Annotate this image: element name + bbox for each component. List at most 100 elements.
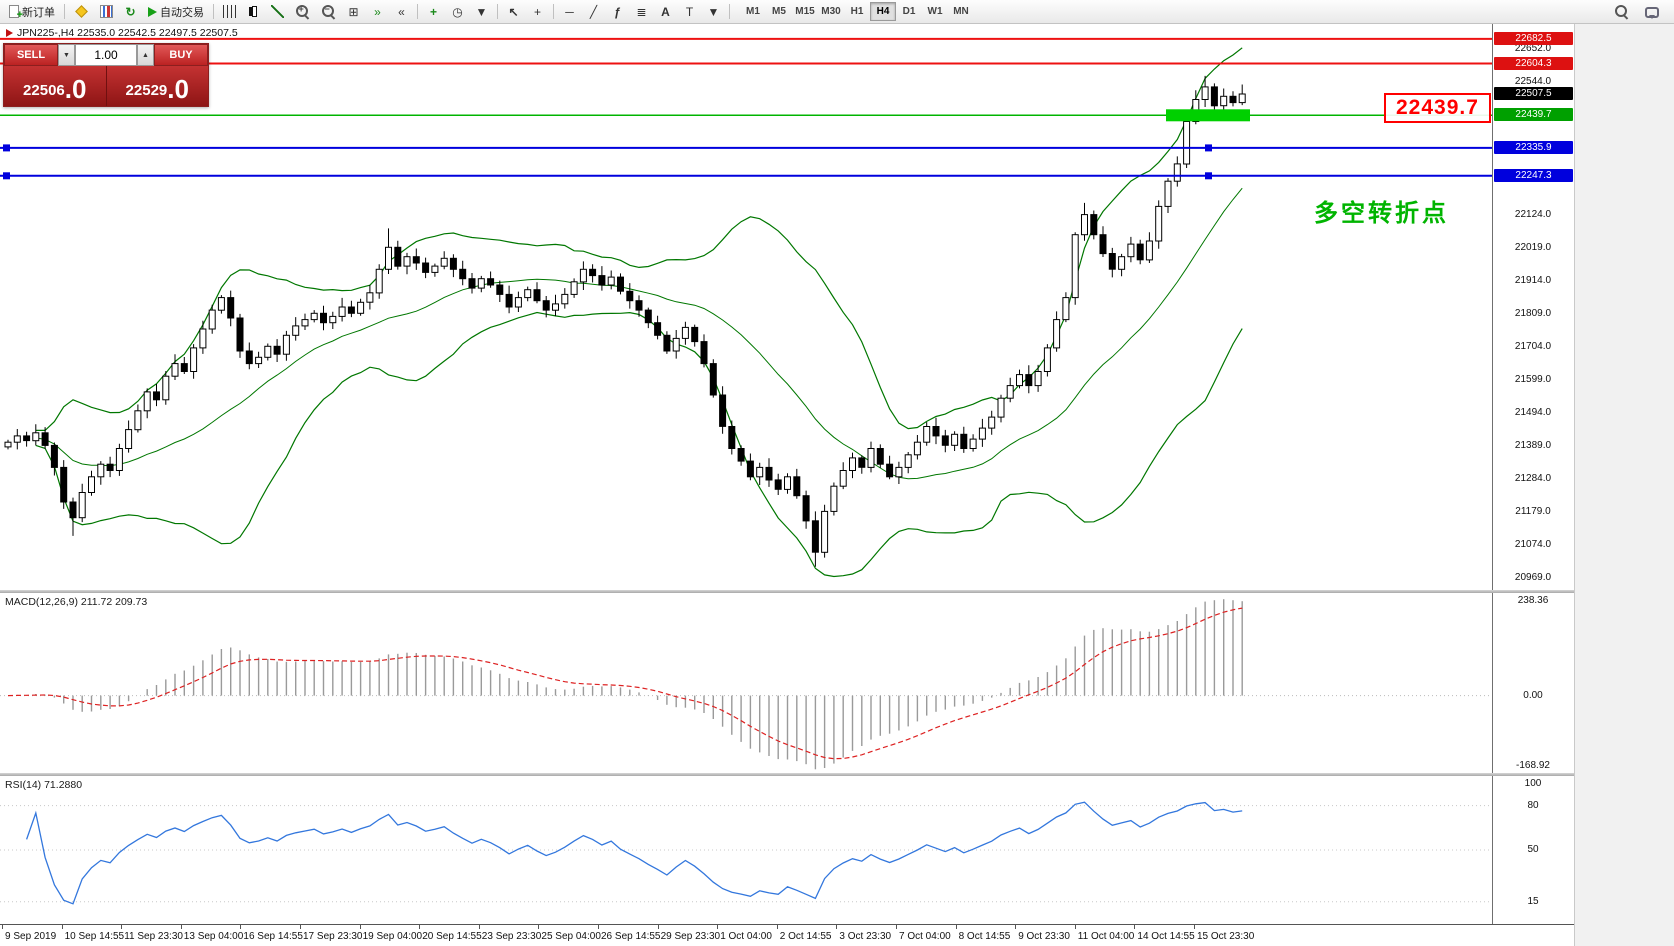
price-callout-label[interactable]: 22439.7	[1384, 93, 1491, 123]
buy-price[interactable]: 22529.0	[125, 74, 189, 104]
shapes-dropdown-button[interactable]: ▼	[702, 2, 725, 22]
chat-icon	[1645, 6, 1659, 19]
add-indicator-icon: +	[429, 4, 437, 19]
macd-panel-canvas[interactable]	[0, 593, 1492, 773]
zoom-out-button[interactable]: −	[316, 2, 341, 22]
levels-icon: ≣	[636, 4, 647, 19]
timeframe-m5-button[interactable]: M5	[766, 2, 792, 21]
tile-windows-button[interactable]: ⊞	[342, 2, 365, 22]
time-axis-label: 20 Sep 14:55	[422, 931, 482, 942]
time-axis-label: 14 Oct 14:55	[1137, 931, 1195, 942]
timeframe-mn-button[interactable]: MN	[948, 2, 974, 21]
toolbar-separator	[213, 4, 214, 19]
macd-axis-tick: -168.92	[1516, 760, 1550, 772]
cursor-button[interactable]: ↖	[502, 2, 525, 22]
metaeditor-button[interactable]	[69, 2, 94, 22]
candlestick-chart-button[interactable]	[242, 2, 265, 22]
time-tick	[1194, 925, 1195, 929]
time-axis-label: 3 Oct 23:30	[839, 931, 892, 942]
time-tick	[121, 925, 123, 929]
time-tick	[1134, 925, 1136, 929]
price-level-box: 22335.9	[1494, 140, 1573, 154]
timeframe-m15-button[interactable]: M15	[792, 2, 818, 21]
time-tick	[598, 925, 599, 929]
buy-button[interactable]: BUY	[154, 44, 208, 66]
panel-splitter[interactable]	[0, 773, 1574, 776]
timeframe-m1-button[interactable]: M1	[740, 2, 766, 21]
lot-size-input[interactable]	[75, 44, 137, 66]
price-tick: 21389.0	[1514, 439, 1552, 451]
time-tick	[836, 925, 838, 929]
rsi-axis-tick: 50	[1527, 844, 1539, 855]
timeframe-d1-button[interactable]: D1	[896, 2, 922, 21]
time-axis-label: 7 Oct 04:00	[899, 931, 951, 942]
chart-shift-button[interactable]: «	[390, 2, 413, 22]
time-tick	[1074, 925, 1076, 929]
zoom-in-icon: +	[295, 4, 310, 19]
horizontal-line-icon: ─	[565, 4, 574, 19]
symbol-icon	[6, 29, 13, 37]
ohlc-chart-button[interactable]	[218, 2, 241, 22]
time-axis-label: 8 Oct 14:55	[958, 931, 1011, 942]
price-tick: 21494.0	[1514, 406, 1552, 418]
time-tick	[776, 925, 778, 929]
lot-increase-button[interactable]: ▲	[137, 44, 154, 66]
time-axis-label: 9 Oct 23:30	[1018, 931, 1070, 942]
price-tick: 21704.0	[1514, 340, 1552, 352]
macd-axis-tick: 238.36	[1517, 595, 1549, 606]
horizontal-line-button[interactable]: ─	[558, 2, 581, 22]
new-order-button[interactable]: 新订单	[4, 2, 60, 22]
autoscroll-button[interactable]: »	[366, 2, 389, 22]
profiles-button[interactable]	[95, 2, 118, 22]
price-tick: 21914.0	[1514, 274, 1552, 286]
refresh-button[interactable]: ↻	[119, 2, 142, 22]
text-button[interactable]: A	[654, 2, 677, 22]
lot-decrease-button[interactable]: ▼	[58, 44, 75, 66]
autotrading-button[interactable]: 自动交易	[143, 2, 209, 22]
timeframe-h1-button[interactable]: H1	[844, 2, 870, 21]
clock-icon: ◷	[452, 4, 463, 19]
line-chart-button[interactable]	[266, 2, 289, 22]
macd-indicator-label: MACD(12,26,9) 211.72 209.73	[5, 596, 148, 608]
price-tick: 22544.0	[1514, 76, 1552, 88]
price-axis[interactable]: 22652.0 22544.0 22124.0 22019.0 21914.0 21809…	[1492, 24, 1574, 946]
chart-note-text[interactable]: 多空转折点	[1314, 200, 1449, 227]
trendline-button[interactable]: ╱	[582, 2, 605, 22]
time-tick	[1015, 925, 1017, 929]
toolbar-separator	[729, 4, 730, 19]
main-chart-canvas[interactable]	[0, 24, 1492, 590]
fibonacci-icon: ƒ	[614, 4, 621, 19]
time-axis-label: 11 Sep 23:30	[124, 931, 183, 942]
timeframe-h4-button[interactable]: H4	[870, 2, 896, 21]
sell-price[interactable]: 22506.0	[4, 66, 107, 106]
timeframe-w1-button[interactable]: W1	[922, 2, 948, 21]
time-axis[interactable]: 9 Sep 2019 10 Sep 14:55 11 Sep 23:30 13 Sep…	[0, 924, 1574, 946]
community-button[interactable]	[1640, 2, 1664, 22]
time-tick	[419, 925, 421, 929]
chart-shift-icon: «	[398, 4, 405, 19]
templates-button[interactable]: ▼	[470, 2, 493, 22]
window-gutter	[1574, 24, 1674, 946]
sell-button[interactable]: SELL	[4, 44, 58, 66]
zoom-in-button[interactable]: +	[290, 2, 315, 22]
levels-button[interactable]: ≣	[630, 2, 653, 22]
time-axis-label: 23 Sep 23:30	[481, 931, 542, 942]
new-order-label: 新订单	[22, 6, 55, 19]
crosshair-button[interactable]: +	[526, 2, 549, 22]
panel-splitter[interactable]	[0, 590, 1574, 593]
one-click-trading-panel: SELL ▼ ▲ BUY 22506.0 22529.0	[3, 43, 209, 107]
toolbar-separator	[497, 4, 498, 19]
price-tick: 22124.0	[1514, 208, 1552, 220]
search-button[interactable]	[1609, 2, 1634, 22]
price-tick: 21074.0	[1514, 538, 1552, 550]
text-label-button[interactable]: T	[678, 2, 701, 22]
indicators-button[interactable]: +	[422, 2, 445, 22]
periods-button[interactable]: ◷	[446, 2, 469, 22]
price-tick: 22652.0	[1514, 42, 1552, 54]
fibonacci-button[interactable]: ƒ	[606, 2, 629, 22]
timeframe-m30-button[interactable]: M30	[818, 2, 844, 21]
time-tick	[2, 925, 3, 929]
time-tick	[300, 925, 301, 929]
rsi-panel-canvas[interactable]	[0, 776, 1492, 924]
text-icon: A	[661, 4, 670, 19]
